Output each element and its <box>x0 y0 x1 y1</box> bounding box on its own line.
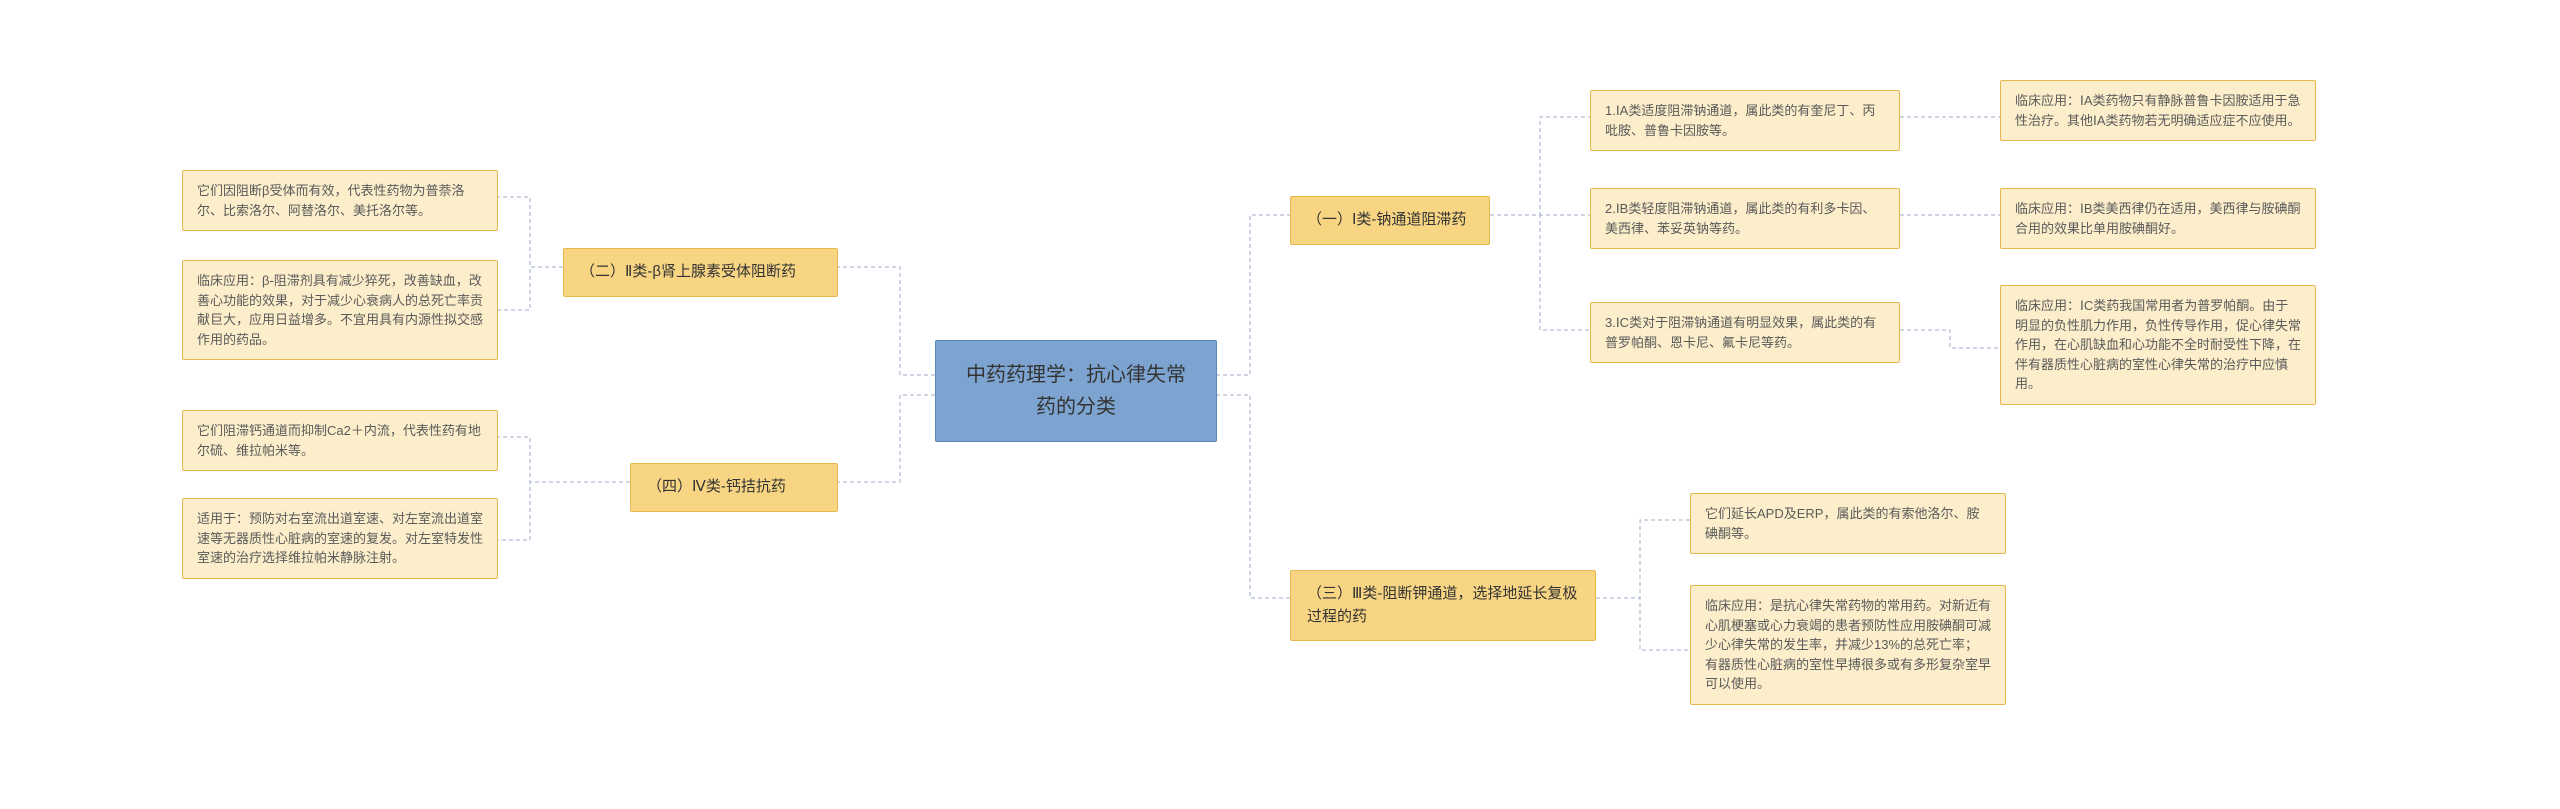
branch-class4[interactable]: （四）Ⅳ类-钙拮抗药 <box>630 463 838 512</box>
leaf-class3-drugs: 它们延长APD及ERP，属此类的有索他洛尔、胺碘酮等。 <box>1690 493 2006 554</box>
leaf-class3-clinical: 临床应用：是抗心律失常药物的常用药。对新近有心肌梗塞或心力衰竭的患者预防性应用胺… <box>1690 585 2006 705</box>
branch-class2[interactable]: （二）Ⅱ类-β肾上腺素受体阻断药 <box>563 248 838 297</box>
branch-class3[interactable]: （三）Ⅲ类-阻断钾通道，选择地延长复极过程的药 <box>1290 570 1596 641</box>
leaf-class1c-clinical: 临床应用：ⅠC类药我国常用者为普罗帕酮。由于明显的负性肌力作用，负性传导作用，促… <box>2000 285 2316 405</box>
leaf-class1b-clinical: 临床应用：ⅠB类美西律仍在适用，美西律与胺碘酮合用的效果比单用胺碘酮好。 <box>2000 188 2316 249</box>
leaf-class1b: 2.ⅠB类轻度阻滞钠通道，属此类的有利多卡因、美西律、苯妥英钠等药。 <box>1590 188 1900 249</box>
leaf-class1a-clinical: 临床应用：ⅠA类药物只有静脉普鲁卡因胺适用于急性治疗。其他ⅠA类药物若无明确适应… <box>2000 80 2316 141</box>
leaf-class4-clinical: 适用于：预防对右室流出道室速、对左室流出道室速等无器质性心脏病的室速的复发。对左… <box>182 498 498 579</box>
leaf-class1a: 1.ⅠA类适度阻滞钠通道，属此类的有奎尼丁、丙吡胺、普鲁卡因胺等。 <box>1590 90 1900 151</box>
leaf-class2-clinical: 临床应用：β-阻滞剂具有减少猝死，改善缺血，改善心功能的效果，对于减少心衰病人的… <box>182 260 498 360</box>
leaf-class4-drugs: 它们阻滞钙通道而抑制Ca2＋内流，代表性药有地尔硫、维拉帕米等。 <box>182 410 498 471</box>
leaf-class1c: 3.ⅠC类对于阻滞钠通道有明显效果，属此类的有普罗帕酮、恩卡尼、氟卡尼等药。 <box>1590 302 1900 363</box>
root-node[interactable]: 中药药理学：抗心律失常药的分类 <box>935 340 1217 442</box>
branch-class1[interactable]: （一）Ⅰ类-钠通道阻滞药 <box>1290 196 1490 245</box>
leaf-class2-drugs: 它们因阻断β受体而有效，代表性药物为普萘洛尔、比索洛尔、阿替洛尔、美托洛尔等。 <box>182 170 498 231</box>
